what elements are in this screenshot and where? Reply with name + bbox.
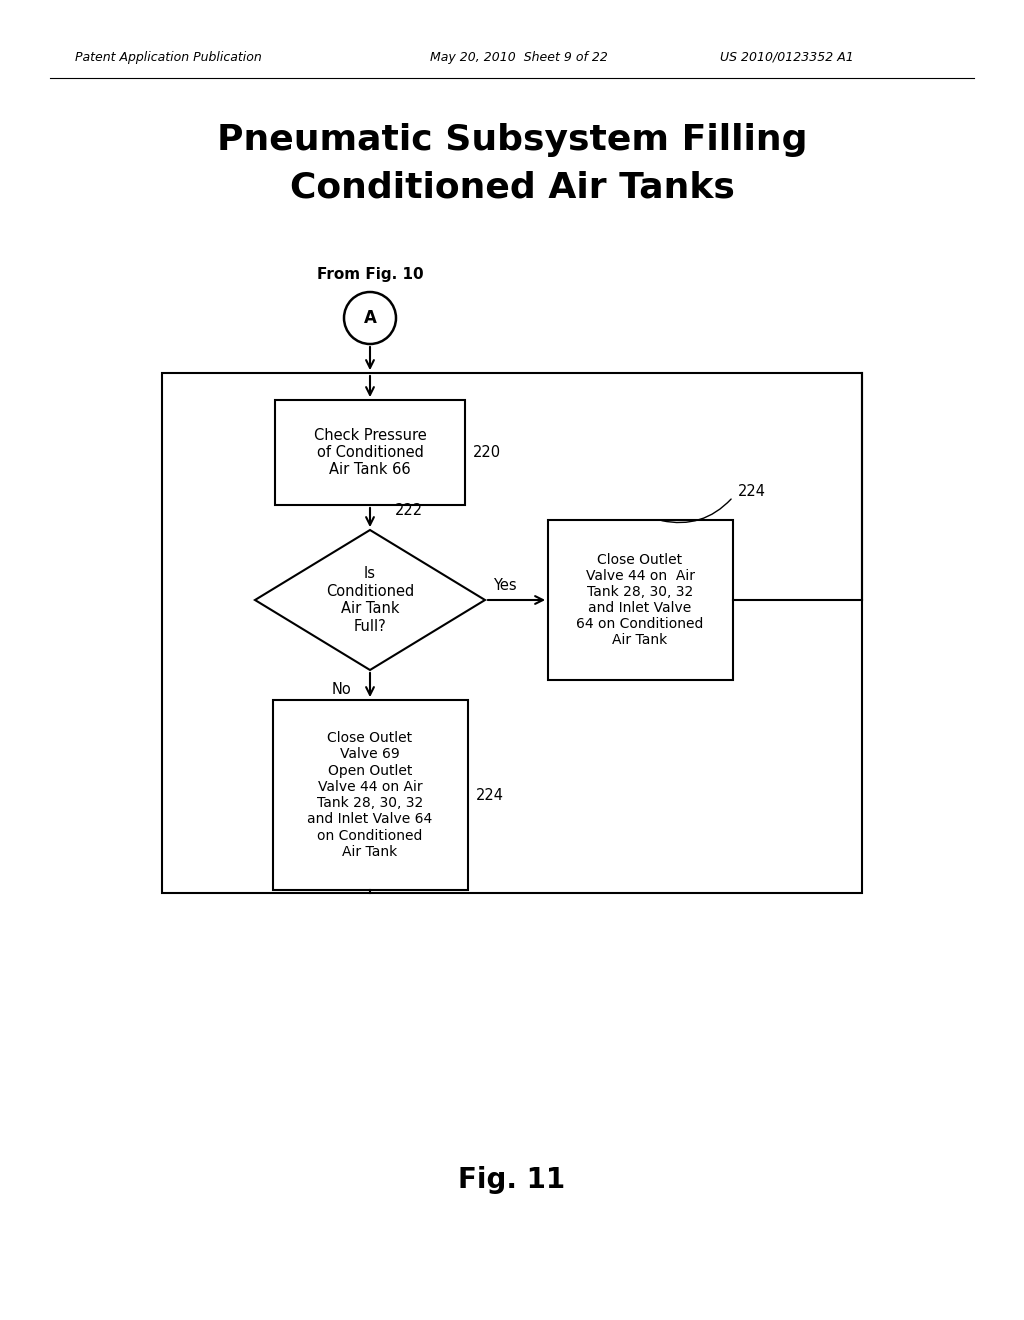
Text: 224: 224 <box>738 484 766 499</box>
Text: May 20, 2010  Sheet 9 of 22: May 20, 2010 Sheet 9 of 22 <box>430 50 608 63</box>
Text: Pneumatic Subsystem Filling: Pneumatic Subsystem Filling <box>217 123 807 157</box>
Text: US 2010/0123352 A1: US 2010/0123352 A1 <box>720 50 854 63</box>
Bar <box>273 700 468 890</box>
Text: Close Outlet
Valve 44 on  Air
Tank 28, 30, 32
and Inlet Valve
64 on Conditioned
: Close Outlet Valve 44 on Air Tank 28, 30… <box>577 553 703 648</box>
Text: From Fig. 10: From Fig. 10 <box>316 268 423 282</box>
Bar <box>275 400 465 506</box>
Text: Check Pressure
of Conditioned
Air Tank 66: Check Pressure of Conditioned Air Tank 6… <box>313 428 426 478</box>
Text: 220: 220 <box>473 445 501 459</box>
Text: Conditioned Air Tanks: Conditioned Air Tanks <box>290 172 734 205</box>
Text: Patent Application Publication: Patent Application Publication <box>75 50 262 63</box>
Bar <box>548 520 733 680</box>
Circle shape <box>344 292 396 345</box>
Bar <box>162 374 862 894</box>
Polygon shape <box>255 531 485 671</box>
Text: Yes: Yes <box>493 578 517 594</box>
Text: A: A <box>364 309 377 327</box>
Text: Close Outlet
Valve 69
Open Outlet
Valve 44 on Air
Tank 28, 30, 32
and Inlet Valv: Close Outlet Valve 69 Open Outlet Valve … <box>307 731 432 859</box>
Text: 222: 222 <box>395 503 423 517</box>
Text: No: No <box>332 682 352 697</box>
Text: 224: 224 <box>475 788 504 803</box>
Text: Is
Conditioned
Air Tank
Full?: Is Conditioned Air Tank Full? <box>326 566 414 634</box>
Text: Fig. 11: Fig. 11 <box>459 1166 565 1195</box>
